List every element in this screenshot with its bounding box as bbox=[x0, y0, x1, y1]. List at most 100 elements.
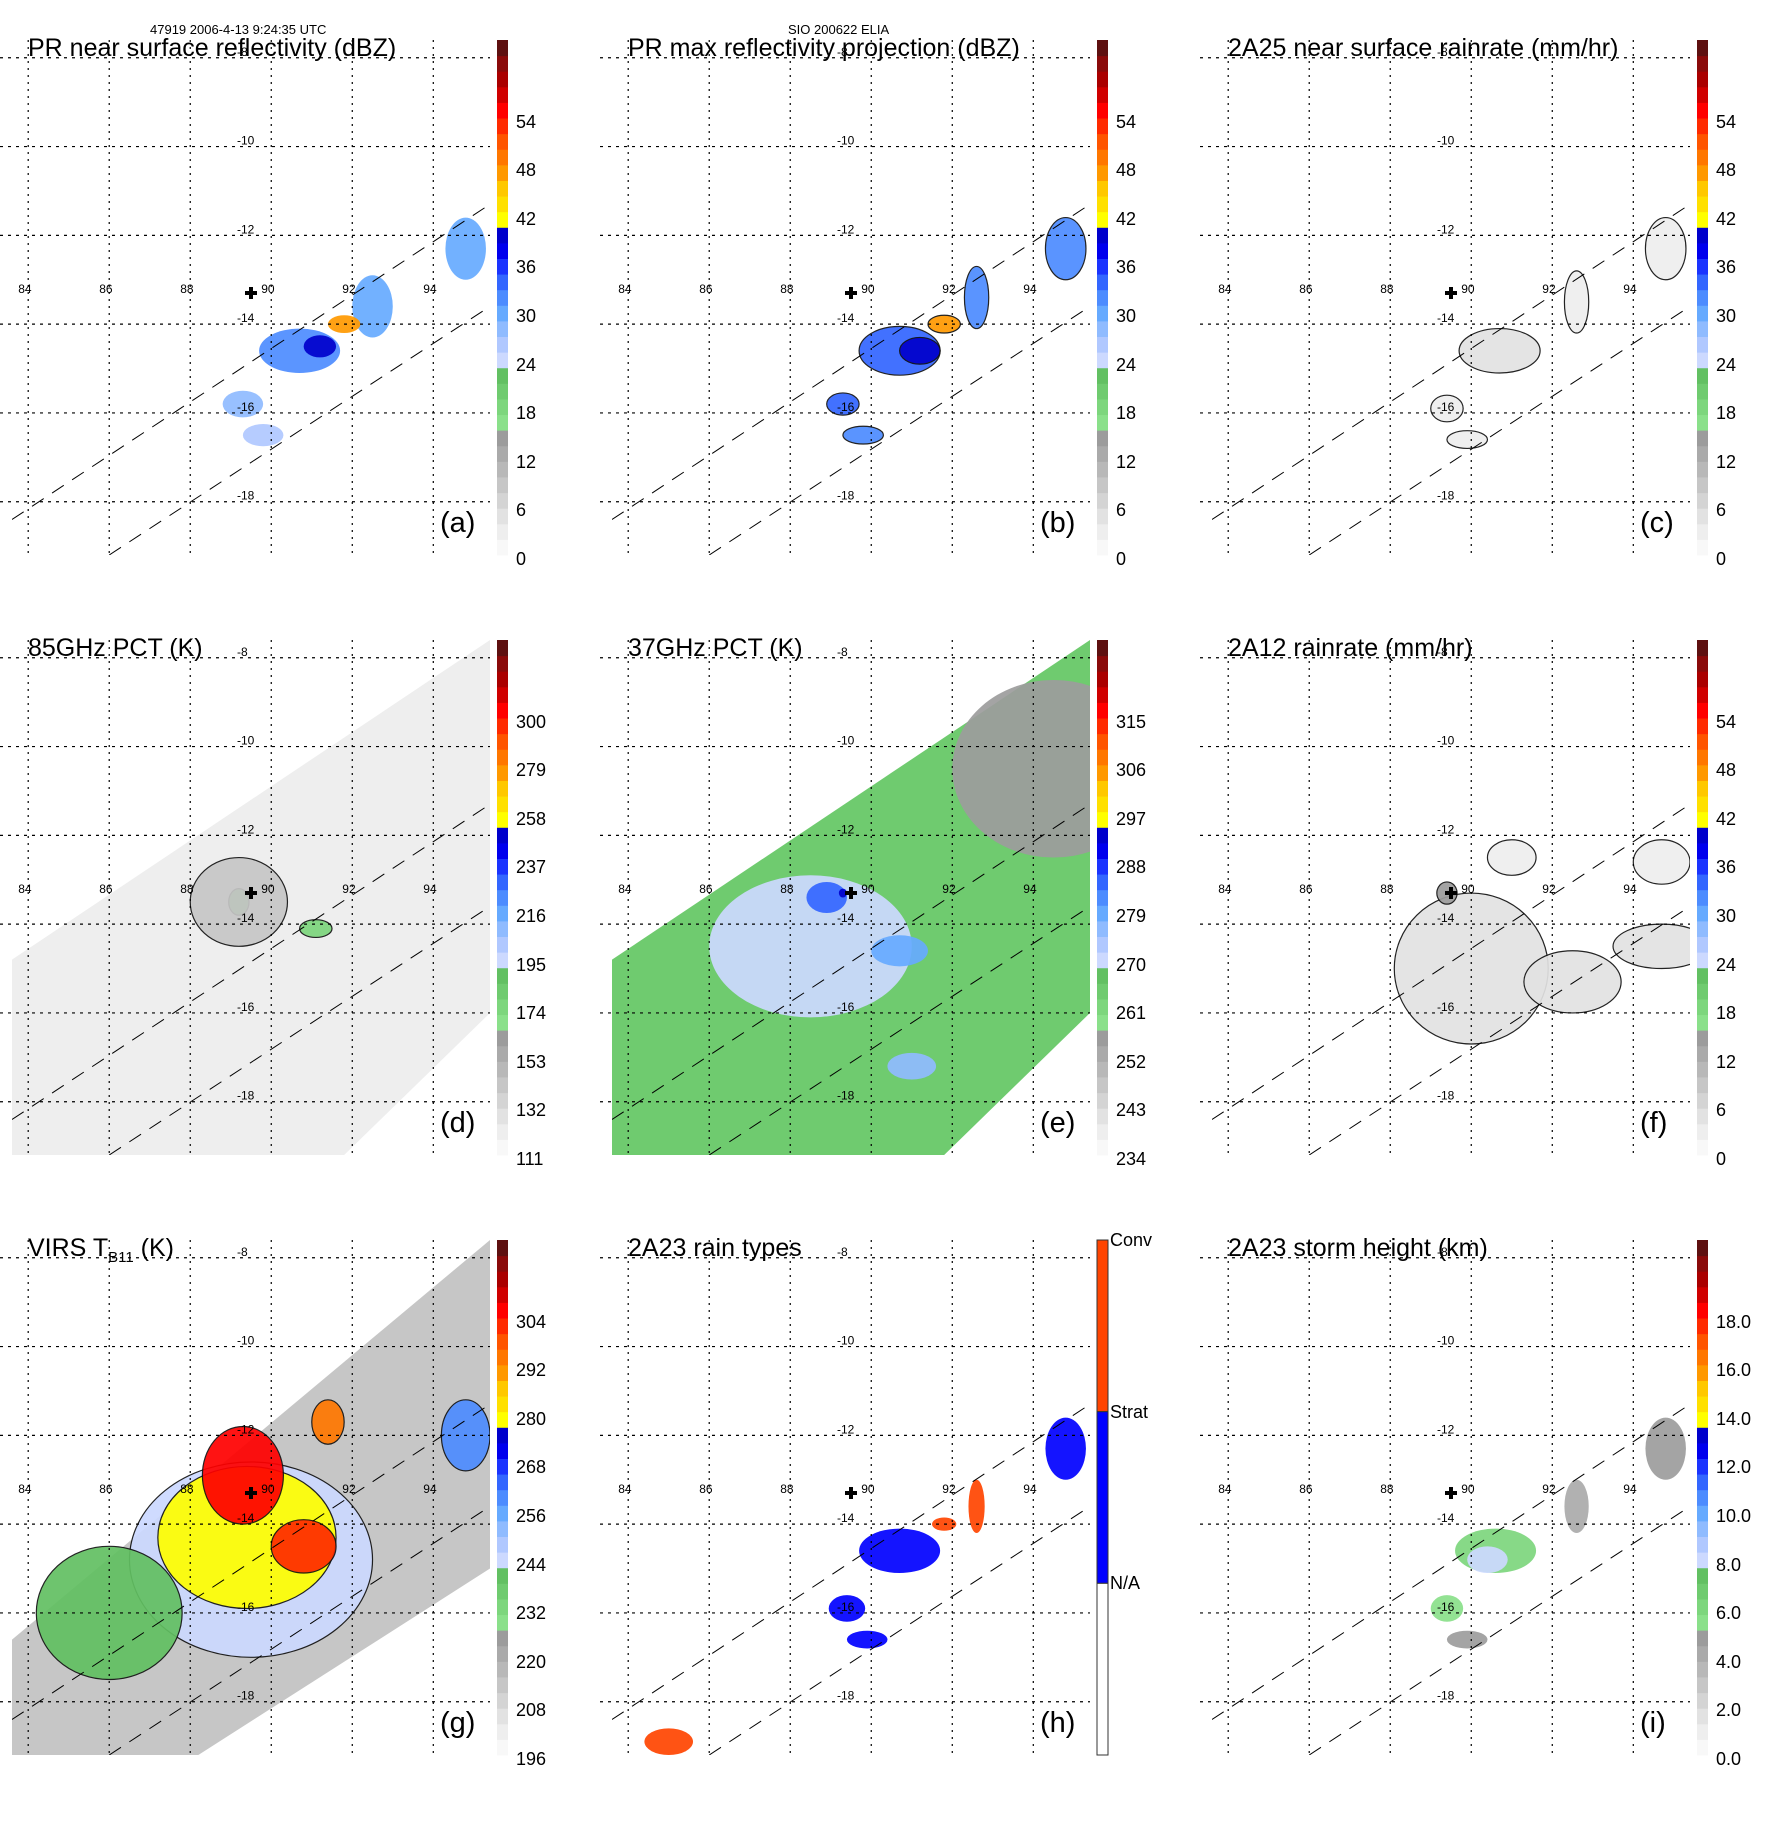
colorbar-segment bbox=[497, 1427, 508, 1444]
colorbar-tick-label: 54 bbox=[1716, 111, 1737, 132]
rain-cell bbox=[1486, 839, 1537, 876]
colorbar-segment bbox=[1697, 1380, 1708, 1397]
panel-h: 84 86 88 90 92 94 -8 -10 -12 -14 -16 -18 Conv Strat N/… bbox=[600, 1230, 1200, 1830]
colorbar-segment bbox=[497, 686, 508, 703]
lon-tick-label: 88 bbox=[780, 1482, 794, 1496]
colorbar-segment bbox=[497, 655, 508, 672]
colorbar-tick-label: 12.0 bbox=[1716, 1457, 1752, 1478]
lat-tick-label: -10 bbox=[1437, 1334, 1455, 1348]
colorbar-segment bbox=[1697, 1061, 1708, 1078]
colorbar-segment bbox=[1697, 1614, 1708, 1631]
lat-tick-label: -14 bbox=[1437, 1511, 1455, 1525]
colorbar-segment bbox=[497, 289, 508, 306]
colorbar-tick-label: 0.0 bbox=[1716, 1749, 1742, 1769]
colorbar-segment bbox=[1697, 1692, 1708, 1709]
rain-cell bbox=[709, 875, 912, 1018]
lat-tick-label: -16 bbox=[837, 1000, 855, 1014]
colorbar-segment bbox=[1697, 1598, 1708, 1616]
colorbar-tick-label: 16.0 bbox=[1716, 1360, 1752, 1381]
colorbar-segment bbox=[1697, 118, 1708, 135]
lat-tick-label: -10 bbox=[1437, 134, 1455, 148]
colorbar-segment bbox=[1097, 827, 1108, 844]
colorbar-tick-label: 252 bbox=[1116, 1051, 1147, 1072]
lat-tick-label: -18 bbox=[237, 1689, 255, 1703]
colorbar-segment bbox=[497, 118, 508, 135]
colorbar-segment bbox=[1097, 718, 1108, 735]
lat-tick-label: -8 bbox=[237, 45, 248, 59]
lon-tick-label: 86 bbox=[699, 1482, 713, 1496]
rain-cell bbox=[1446, 430, 1489, 450]
colorbar-segment bbox=[497, 998, 508, 1016]
lon-tick-label: 88 bbox=[1380, 282, 1394, 296]
colorbar-segment bbox=[497, 1708, 508, 1725]
panel-letter-label: (b) bbox=[1040, 507, 1076, 539]
panel-title-text: PR max reflectivity projection (dBZ) bbox=[628, 34, 1020, 62]
lon-tick-label: 84 bbox=[618, 1482, 632, 1496]
colorbar-segment bbox=[497, 320, 508, 338]
lon-tick-label: 86 bbox=[99, 1482, 113, 1496]
colorbar-segment bbox=[497, 523, 508, 540]
colorbar-segment bbox=[1097, 936, 1108, 953]
colorbar-tick-label: 174 bbox=[516, 1003, 547, 1024]
lat-tick-label: -18 bbox=[837, 1689, 855, 1703]
colorbar-segment bbox=[1697, 1645, 1708, 1662]
colorbar-tick-label: 14.0 bbox=[1716, 1408, 1752, 1429]
colorbar-segment bbox=[1697, 289, 1708, 306]
colorbar-segment bbox=[1697, 749, 1708, 766]
colorbar-tick-label: 30 bbox=[1716, 906, 1737, 927]
colorbar-segment bbox=[1697, 1108, 1708, 1125]
colorbar-segment bbox=[1697, 1349, 1708, 1366]
swath-edge-line bbox=[1308, 905, 1690, 1155]
colorbar-tick-label: 237 bbox=[516, 857, 547, 878]
lat-tick-label: -16 bbox=[1437, 400, 1455, 414]
colorbar-segment bbox=[1097, 983, 1108, 1000]
rain-cell bbox=[1467, 1546, 1508, 1573]
lat-tick-label: -14 bbox=[237, 911, 255, 925]
colorbar-tick-label: 30 bbox=[516, 306, 537, 327]
colorbar-segment bbox=[1096, 1239, 1109, 1413]
colorbar-segment bbox=[497, 640, 508, 657]
colorbar-segment bbox=[1697, 967, 1708, 984]
colorbar-segment bbox=[1697, 1520, 1708, 1538]
colorbar-segment bbox=[1097, 1139, 1108, 1156]
swath-edge-line bbox=[612, 203, 1090, 520]
colorbar-segment bbox=[1697, 936, 1708, 953]
lon-tick-label: 84 bbox=[618, 882, 632, 896]
colorbar-segment bbox=[1697, 889, 1708, 906]
colorbar-segment bbox=[1697, 796, 1708, 813]
map-plot-g: 84 86 88 90 92 94 -8 -10 -12 -14 -16 -18 bbox=[0, 1240, 508, 1756]
panel-letter-label: (i) bbox=[1640, 1707, 1666, 1739]
colorbar-segment bbox=[1697, 40, 1708, 57]
colorbar-tick-label: 243 bbox=[1116, 1100, 1147, 1121]
colorbar-tick-label: 297 bbox=[1116, 808, 1147, 829]
colorbar-segment bbox=[497, 702, 508, 719]
colorbar-segment bbox=[1697, 1333, 1708, 1350]
lon-tick-label: 90 bbox=[861, 282, 875, 296]
panel-letter-label: (a) bbox=[440, 507, 476, 539]
colorbar-tick-label: 304 bbox=[516, 1311, 547, 1332]
colorbar-segment bbox=[1097, 211, 1108, 228]
colorbar-segment bbox=[1097, 164, 1108, 181]
colorbar-segment bbox=[1097, 398, 1108, 416]
lat-tick-label: -8 bbox=[237, 1245, 248, 1259]
panel-title-text: PR near surface reflectivity (dBZ) bbox=[28, 34, 397, 62]
lon-tick-label: 94 bbox=[1623, 1482, 1637, 1496]
colorbar-segment bbox=[497, 1014, 508, 1031]
storm-center-plus-icon bbox=[845, 1487, 857, 1500]
lat-tick-label: -12 bbox=[1437, 1422, 1455, 1436]
lat-tick-label: -12 bbox=[237, 1422, 255, 1436]
panel-title-text: 85GHz PCT (K) bbox=[28, 634, 203, 662]
colorbar-segment bbox=[1697, 1092, 1708, 1109]
colorbar-segment bbox=[497, 1536, 508, 1553]
colorbar-tick-label: 30 bbox=[1116, 306, 1137, 327]
lon-tick-label: 92 bbox=[942, 1482, 956, 1496]
colorbar-segment bbox=[1697, 461, 1708, 478]
colorbar-segment bbox=[497, 874, 508, 891]
colorbar-segment bbox=[1097, 492, 1108, 509]
colorbar-segment bbox=[1097, 367, 1108, 384]
colorbar-segment bbox=[1097, 86, 1108, 103]
colorbar-segment bbox=[497, 336, 508, 353]
colorbar-segment bbox=[1097, 889, 1108, 906]
colorbar-segment bbox=[1097, 733, 1108, 750]
rain-cell bbox=[299, 919, 333, 939]
